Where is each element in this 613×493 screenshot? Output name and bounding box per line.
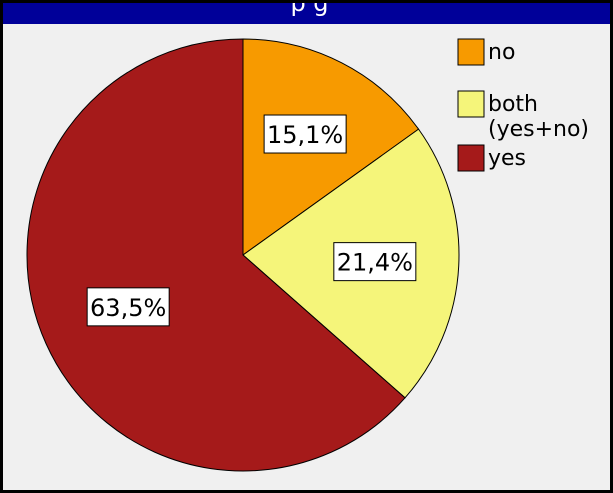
- slice-value-text: 15,1%: [267, 121, 343, 149]
- legend-swatch: [457, 38, 485, 66]
- slice-label-2: 21,4%: [333, 242, 417, 282]
- legend-label: no: [488, 40, 515, 65]
- legend-swatch: [457, 144, 485, 172]
- slice-label-box: [333, 242, 417, 282]
- title-text: p g: [290, 0, 329, 17]
- slice-value-text: 21,4%: [337, 249, 413, 277]
- pie-chart: 15,1% 21,4% 63,5% no both(yes+no) yes: [26, 38, 589, 472]
- legend-label: yes: [488, 146, 526, 171]
- slice-label-box: [263, 114, 347, 154]
- legend-swatch: [457, 90, 485, 118]
- legend-label: (yes+no): [488, 117, 589, 142]
- slice-labels: 15,1% 21,4% 63,5%: [86, 114, 417, 327]
- slice-value-text: 63,5%: [90, 294, 166, 322]
- title-bar: p g: [3, 0, 610, 24]
- chart-legend: no both(yes+no) yes: [457, 38, 589, 172]
- legend-item-1: no: [457, 38, 515, 66]
- slice-label-3: 63,5%: [86, 287, 170, 327]
- slice-label-box: [86, 287, 170, 327]
- pie-slice-3: [26, 38, 406, 472]
- slice-label-1: 15,1%: [263, 114, 347, 154]
- legend-label: both: [488, 92, 538, 117]
- legend-item-2: both(yes+no): [457, 90, 589, 142]
- legend-item-3: yes: [457, 144, 526, 172]
